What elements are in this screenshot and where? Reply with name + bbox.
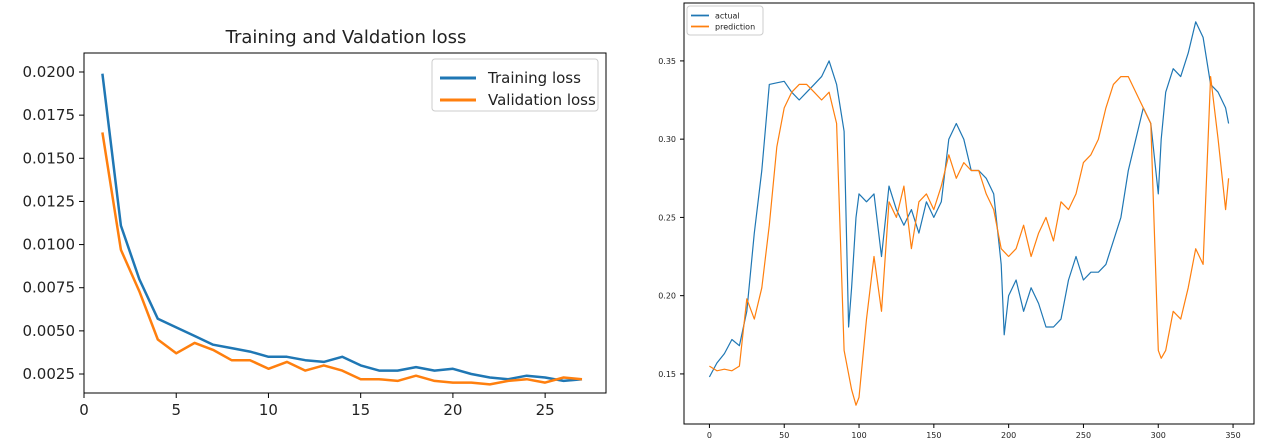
- x-tick-label: 150: [926, 431, 941, 440]
- loss-chart: Training and Valdation loss 0 5 10 15 20 25 0.…: [23, 27, 607, 419]
- y-tick-label: 0.35: [658, 57, 676, 66]
- plot-frame: [683, 2, 1255, 425]
- y-tick-label: 0.0050: [23, 322, 76, 340]
- x-tick-label: 25: [536, 401, 555, 419]
- x-tick-label: 20: [443, 401, 462, 419]
- legend-box: [686, 5, 764, 36]
- x-tick-label: 250: [1076, 431, 1091, 440]
- y-tick-label: 0.0200: [23, 63, 76, 81]
- y-tick-label: 0.15: [658, 370, 676, 379]
- legend-label: Validation loss: [488, 91, 596, 109]
- x-tick-label: 100: [851, 431, 866, 440]
- series-line-actual: [708, 21, 1230, 378]
- plot-frame: [83, 52, 607, 394]
- legend-label: actual: [715, 12, 740, 21]
- legend-box: [431, 58, 599, 112]
- y-tick-label: 0.0075: [23, 279, 76, 297]
- y-tick-label: 0.20: [658, 292, 676, 301]
- y-tick-label: 0.0025: [23, 365, 76, 383]
- series-line-training-loss: [101, 73, 583, 383]
- legend-label: Training loss: [487, 69, 581, 87]
- x-tick-label: 10: [259, 401, 278, 419]
- x-tick-label: 0: [707, 431, 712, 440]
- y-tick-label: 0.0175: [23, 106, 76, 124]
- y-tick-label: 0.0150: [23, 149, 76, 167]
- legend-label: prediction: [715, 23, 755, 32]
- y-tick-label: 0.25: [658, 213, 676, 222]
- y-tick-label: 0.0125: [23, 192, 76, 210]
- x-tick-label: 200: [1001, 431, 1016, 440]
- x-tick-label: 0: [79, 401, 89, 419]
- y-tick-label: 0.0100: [23, 236, 76, 254]
- loss-chart-title: Training and Valdation loss: [225, 27, 467, 48]
- x-tick-label: 50: [779, 431, 789, 440]
- x-tick-label: 5: [171, 401, 181, 419]
- prediction-chart: 0 50 100 150 200 250 300 350 0.15 0.20 0.25 0.30 0.3…: [658, 2, 1255, 440]
- y-tick-label: 0.30: [658, 135, 676, 144]
- series-line-prediction: [709, 75, 1230, 406]
- x-tick-label: 300: [1151, 431, 1166, 440]
- x-tick-label: 350: [1225, 431, 1240, 440]
- x-tick-label: 15: [351, 401, 370, 419]
- series-line-validation-loss: [101, 132, 583, 386]
